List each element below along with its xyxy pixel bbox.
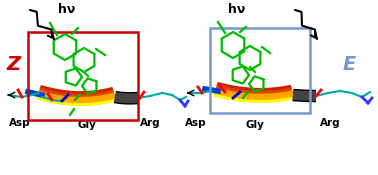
Text: hν: hν xyxy=(58,3,75,16)
Text: Arg: Arg xyxy=(320,118,340,128)
Text: hν: hν xyxy=(228,3,245,16)
Text: Arg: Arg xyxy=(140,118,160,128)
Bar xyxy=(28,32,138,120)
Text: Gly: Gly xyxy=(77,120,96,130)
Text: Asp: Asp xyxy=(9,118,31,128)
Text: E: E xyxy=(343,55,356,75)
Text: Gly: Gly xyxy=(246,120,265,130)
Bar xyxy=(210,28,310,113)
Text: Z: Z xyxy=(7,55,21,75)
Text: Asp: Asp xyxy=(185,118,207,128)
